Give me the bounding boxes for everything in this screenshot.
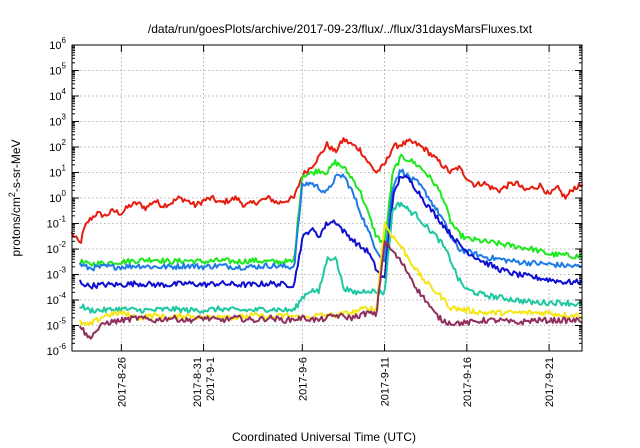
y-tick-label-base: 10 bbox=[49, 168, 61, 180]
y-tick-label: 102 bbox=[49, 138, 66, 154]
series-lines bbox=[71, 137, 583, 340]
series-line-4 bbox=[79, 174, 583, 290]
y-tick-label-exponent: 0 bbox=[62, 189, 67, 198]
y-tick-label-exponent: -5 bbox=[59, 317, 67, 326]
y-tick-label-base: 10 bbox=[47, 244, 59, 256]
y-tick-label: 10-4 bbox=[47, 291, 67, 307]
y-tick-label-base: 10 bbox=[49, 66, 61, 78]
series-line-6 bbox=[79, 221, 583, 327]
y-tick-label-base: 10 bbox=[49, 91, 61, 103]
y-axis-label-base: protons/cm bbox=[9, 197, 23, 256]
chart-title: /data/run/goesPlots/archive/2017-09-23/f… bbox=[148, 22, 533, 36]
grid-lines bbox=[72, 45, 582, 351]
y-tick-label: 105 bbox=[49, 62, 66, 78]
x-tick-label: 2017-9-16 bbox=[462, 357, 474, 407]
y-tick-label: 10-2 bbox=[47, 240, 67, 256]
y-tick-label: 10-3 bbox=[47, 266, 67, 282]
series-line-1 bbox=[71, 137, 583, 244]
y-tick-label-base: 10 bbox=[49, 193, 61, 205]
y-tick-label-exponent: 6 bbox=[62, 36, 67, 45]
y-tick-label-base: 10 bbox=[49, 117, 61, 129]
series-line-3 bbox=[79, 168, 583, 272]
x-tick-label: 2017-8-31 bbox=[192, 357, 204, 407]
y-tick-label-exponent: 2 bbox=[62, 138, 67, 147]
y-tick-label-exponent: -6 bbox=[59, 342, 67, 351]
y-tick-label: 10-5 bbox=[47, 317, 67, 333]
y-axis-label-sup: 2 bbox=[7, 192, 17, 197]
axes: 10-610-510-410-310-210-11001011021031041… bbox=[47, 36, 582, 407]
y-tick-label-exponent: 4 bbox=[62, 87, 67, 96]
y-tick-label-base: 10 bbox=[47, 321, 59, 333]
x-axis-label: Coordinated Universal Time (UTC) bbox=[232, 430, 416, 444]
series-line-7 bbox=[79, 240, 583, 340]
y-tick-label-base: 10 bbox=[47, 346, 59, 358]
y-tick-label-base: 10 bbox=[47, 270, 59, 282]
y-tick-label: 101 bbox=[49, 164, 66, 180]
y-axis-label-rest: -s-sr-MeV bbox=[9, 139, 23, 192]
y-tick-label: 100 bbox=[49, 189, 66, 205]
y-tick-label-base: 10 bbox=[47, 295, 59, 307]
y-tick-label: 10-1 bbox=[47, 215, 67, 231]
y-tick-label-base: 10 bbox=[49, 40, 61, 52]
y-tick-label-exponent: 5 bbox=[62, 62, 67, 71]
y-tick-label-exponent: -4 bbox=[59, 291, 67, 300]
y-tick-label: 103 bbox=[49, 113, 66, 129]
y-tick-label: 10-6 bbox=[47, 342, 67, 358]
y-axis-label: protons/cm2-s-sr-MeV bbox=[7, 139, 23, 256]
y-tick-label-exponent: 3 bbox=[62, 113, 67, 122]
y-tick-label-exponent: 1 bbox=[62, 164, 67, 173]
series-line-5 bbox=[79, 201, 583, 314]
x-tick-label: 2017-9-11 bbox=[380, 357, 392, 406]
y-tick-label-base: 10 bbox=[47, 219, 59, 231]
y-tick-label: 106 bbox=[49, 36, 66, 52]
y-tick-label: 104 bbox=[49, 87, 66, 103]
series-line-2 bbox=[79, 153, 583, 268]
y-tick-label-exponent: -3 bbox=[59, 266, 67, 275]
x-tick-label: 2017-9-1 bbox=[205, 357, 217, 401]
x-tick-label: 2017-9-6 bbox=[297, 357, 309, 401]
x-tick-label: 2017-9-21 bbox=[544, 357, 556, 407]
y-tick-label-base: 10 bbox=[49, 142, 61, 154]
x-tick-label: 2017-8-26 bbox=[116, 357, 128, 407]
y-tick-label-exponent: -1 bbox=[59, 215, 67, 224]
y-tick-label-exponent: -2 bbox=[59, 240, 67, 249]
